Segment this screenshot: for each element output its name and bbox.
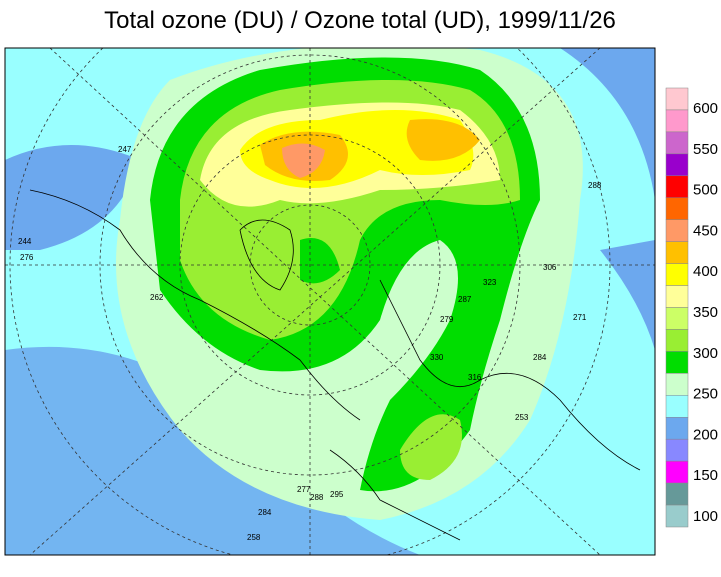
legend-label: 500	[693, 182, 718, 199]
legend-swatch	[665, 219, 689, 242]
contour-label: 258	[247, 533, 261, 542]
legend-swatch	[665, 329, 689, 352]
legend-swatch	[665, 285, 689, 308]
legend-swatch	[665, 395, 689, 418]
legend-label: 400	[693, 263, 718, 280]
legend-swatch	[665, 351, 689, 374]
contour-label: 276	[20, 253, 34, 262]
legend-swatch	[665, 504, 689, 528]
legend-swatch	[665, 482, 689, 506]
contour-label: 288	[588, 181, 602, 190]
legend-swatch	[665, 241, 689, 264]
map-frame	[4, 47, 656, 556]
legend-swatch	[665, 175, 689, 199]
legend-label: 550	[693, 141, 718, 158]
map-title: Total ozone (DU) / Ozone total (UD), 199…	[104, 7, 616, 34]
contour-label: 295	[330, 490, 344, 499]
contour-label: 287	[458, 295, 472, 304]
legend-label: 600	[693, 100, 718, 117]
contour-label: 316	[468, 373, 482, 382]
legend-swatch	[665, 307, 689, 330]
legend-swatch	[665, 109, 689, 133]
contour-label: 244	[18, 237, 32, 246]
contour-label: 330	[430, 353, 444, 362]
legend-swatch	[665, 460, 689, 484]
contour-label: 247	[118, 145, 132, 154]
legend-swatch	[665, 87, 689, 111]
legend-swatch	[665, 417, 689, 440]
legend-label: 150	[693, 467, 718, 484]
legend-swatch	[665, 131, 689, 155]
contour-label: 271	[573, 313, 587, 322]
contour-label: 284	[258, 508, 272, 517]
contour-label: 262	[150, 293, 164, 302]
legend-swatch	[665, 263, 689, 286]
legend-swatch	[665, 153, 689, 177]
legend-label: 250	[693, 386, 718, 403]
contour-label: 288	[310, 493, 324, 502]
legend-label: 300	[693, 345, 718, 362]
legend-label: 100	[693, 508, 718, 525]
legend-label: 450	[693, 222, 718, 239]
contour-label: 306	[543, 263, 557, 272]
contour-label: 323	[483, 278, 497, 287]
contour-label: 279	[440, 315, 454, 324]
legend-label: 200	[693, 426, 718, 443]
legend-swatch	[665, 438, 689, 462]
contour-label: 253	[515, 413, 529, 422]
legend-label: 350	[693, 304, 718, 321]
map-field	[5, 48, 655, 555]
legend-swatch	[665, 197, 689, 220]
contour-label: 277	[297, 485, 311, 494]
legend-swatch	[665, 373, 689, 396]
contour-label: 284	[533, 353, 547, 362]
